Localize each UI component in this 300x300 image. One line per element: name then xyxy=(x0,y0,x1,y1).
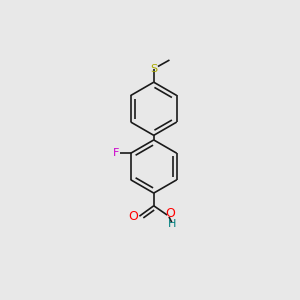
Text: F: F xyxy=(113,148,120,158)
Text: S: S xyxy=(150,64,157,74)
Text: H: H xyxy=(168,219,177,229)
Text: O: O xyxy=(165,207,175,220)
Text: O: O xyxy=(129,210,139,223)
